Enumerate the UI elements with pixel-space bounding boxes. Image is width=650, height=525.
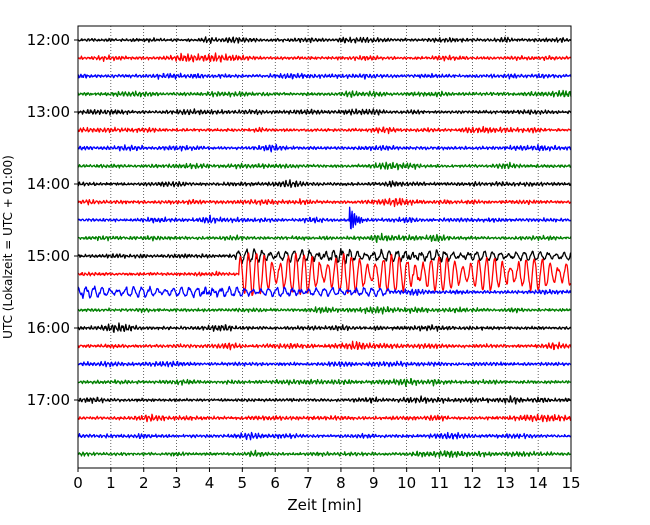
trace-row-4: [77, 108, 572, 116]
trace-row-7: [77, 161, 572, 171]
plot-frame: [77, 25, 572, 469]
x-tick-label: 5: [238, 474, 248, 492]
trace-row-0: [77, 36, 572, 45]
trace-row-19: [77, 378, 572, 388]
x-tick-label: 10: [397, 474, 416, 492]
y-tick-label: 12:00: [27, 31, 70, 49]
trace-row-22: [77, 431, 572, 441]
trace-row-15: [77, 306, 572, 315]
trace-row-21: [77, 413, 572, 423]
trace-row-18: [77, 360, 572, 368]
x-tick-label: 15: [561, 474, 580, 492]
trace-row-1: [77, 52, 572, 63]
trace-row-10: [77, 206, 572, 230]
trace-row-2: [77, 72, 572, 80]
x-tick-label: 8: [336, 474, 346, 492]
x-axis: 0 1 2 3 4 5 6 7 8 9 10 11 12 13 14 15: [73, 468, 581, 492]
trace-row-11: [77, 232, 572, 244]
trace-row-9: [77, 197, 572, 208]
trace-row-5: [77, 125, 572, 135]
trace-row-14: [77, 285, 572, 300]
y-axis: 12:00 13:00 14:00 15:00 16:00 17:00: [27, 31, 78, 409]
x-tick-label: 13: [496, 474, 515, 492]
x-tick-label: 6: [270, 474, 280, 492]
x-tick-label: 11: [430, 474, 449, 492]
x-tick-label: 7: [303, 474, 313, 492]
x-tick-label: 3: [172, 474, 182, 492]
trace-row-13: [77, 252, 572, 297]
y-tick-label: 17:00: [27, 391, 70, 409]
trace-row-17: [77, 340, 572, 351]
trace-row-16: [77, 322, 572, 333]
trace-row-20: [77, 395, 572, 405]
x-axis-label: Zeit [min]: [287, 496, 361, 514]
x-tick-label: 14: [529, 474, 548, 492]
trace-row-6: [77, 143, 572, 153]
x-tick-label: 9: [369, 474, 379, 492]
y-tick-label: 15:00: [27, 247, 70, 265]
x-tick-label: 0: [73, 474, 83, 492]
x-tick-label: 1: [106, 474, 116, 492]
x-tick-label: 12: [463, 474, 482, 492]
y-tick-label: 13:00: [27, 103, 70, 121]
y-axis-label: UTC (Lokalzeit = UTC + 01:00): [1, 155, 15, 339]
trace-row-3: [77, 89, 572, 98]
y-tick-label: 14:00: [27, 175, 70, 193]
trace-row-8: [77, 179, 572, 189]
y-tick-label: 16:00: [27, 319, 70, 337]
trace-row-12: [77, 248, 572, 265]
x-tick-label: 2: [139, 474, 149, 492]
trace-row-23: [77, 449, 572, 458]
x-tick-label: 4: [205, 474, 215, 492]
trace-layer: [77, 36, 572, 458]
